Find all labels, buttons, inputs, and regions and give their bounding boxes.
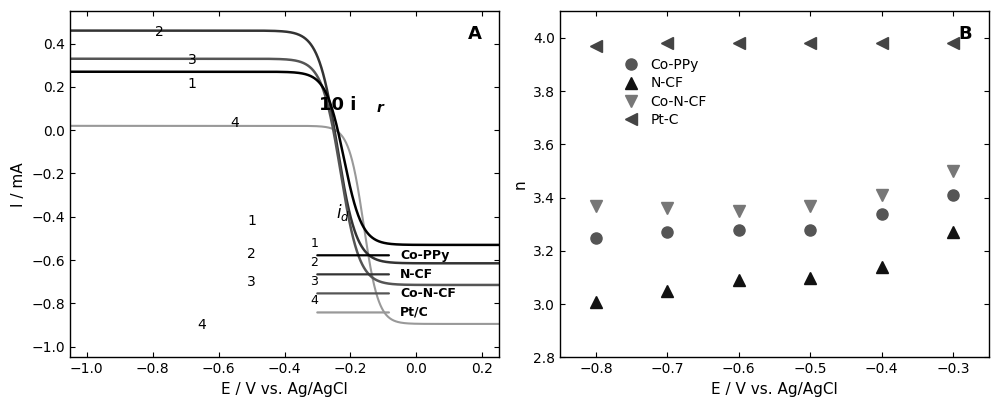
Text: A: A (468, 25, 482, 43)
Text: 1: 1 (188, 77, 197, 91)
Y-axis label: n: n (513, 180, 528, 189)
Text: 4: 4 (231, 115, 239, 130)
Text: 3: 3 (310, 275, 318, 288)
Text: 1: 1 (310, 237, 318, 250)
X-axis label: E / V vs. Ag/AgCl: E / V vs. Ag/AgCl (711, 382, 838, 397)
Text: 1: 1 (247, 214, 256, 228)
Text: 3: 3 (247, 275, 256, 289)
Text: 3: 3 (188, 53, 197, 67)
X-axis label: E / V vs. Ag/AgCl: E / V vs. Ag/AgCl (221, 382, 348, 397)
Text: B: B (958, 25, 972, 43)
Text: 2: 2 (247, 246, 256, 261)
Text: $i_d$: $i_d$ (336, 202, 350, 222)
Text: Pt/C: Pt/C (400, 306, 429, 319)
Text: 4: 4 (310, 294, 318, 307)
Text: r: r (377, 101, 384, 115)
Text: 2: 2 (155, 24, 164, 39)
Text: 2: 2 (310, 256, 318, 269)
Text: N-CF: N-CF (400, 268, 433, 281)
Text: Co-PPy: Co-PPy (400, 249, 450, 262)
Text: 4: 4 (198, 318, 206, 332)
Text: Co-N-CF: Co-N-CF (400, 287, 456, 300)
Y-axis label: I / mA: I / mA (11, 162, 26, 206)
Legend: Co-PPy, N-CF, Co-N-CF, Pt-C: Co-PPy, N-CF, Co-N-CF, Pt-C (612, 53, 712, 132)
Text: 10 i: 10 i (319, 95, 356, 114)
